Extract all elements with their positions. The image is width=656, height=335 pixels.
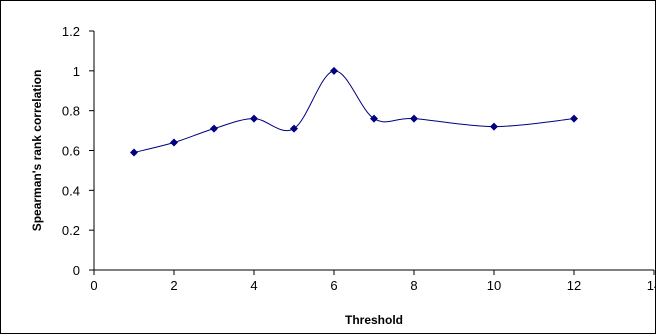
- y-tick-labels: 0 0.2 0.4 0.6 0.8 1 1.2: [62, 24, 80, 278]
- data-point: [250, 114, 258, 123]
- series-line: [133, 70, 575, 153]
- x-tick-label: 0: [90, 278, 97, 293]
- y-tick-label: 0: [73, 263, 80, 278]
- y-tick-label: 0.2: [62, 223, 80, 238]
- data-point: [410, 114, 418, 123]
- y-tick-label: 1: [73, 64, 80, 79]
- x-tick-label: 6: [330, 278, 337, 293]
- data-point: [330, 66, 338, 75]
- x-tick-label: 8: [410, 278, 417, 293]
- x-tick-labels: 0 2 4 6 8 10 12 14: [90, 278, 656, 293]
- data-point: [130, 148, 138, 157]
- x-tick-label: 4: [250, 278, 257, 293]
- y-tick-label: 0.6: [62, 144, 80, 159]
- y-tick-label: 1.2: [62, 24, 80, 39]
- data-point: [290, 124, 298, 133]
- data-point: [490, 122, 498, 131]
- data-point: [370, 114, 378, 123]
- y-tick-label: 0.8: [62, 104, 80, 119]
- data-point: [210, 124, 218, 133]
- data-points: [130, 66, 578, 157]
- y-tick-label: 0.4: [62, 183, 80, 198]
- x-tick-label: 14: [647, 278, 656, 293]
- axes: [89, 30, 655, 275]
- y-axis-title: Spearman's rank correlation: [30, 70, 44, 232]
- data-point: [170, 138, 178, 147]
- data-point: [570, 114, 578, 123]
- x-tick-label: 12: [567, 278, 581, 293]
- x-axis-title: Threshold: [345, 313, 403, 327]
- x-tick-label: 10: [487, 278, 501, 293]
- x-tick-label: 2: [170, 278, 177, 293]
